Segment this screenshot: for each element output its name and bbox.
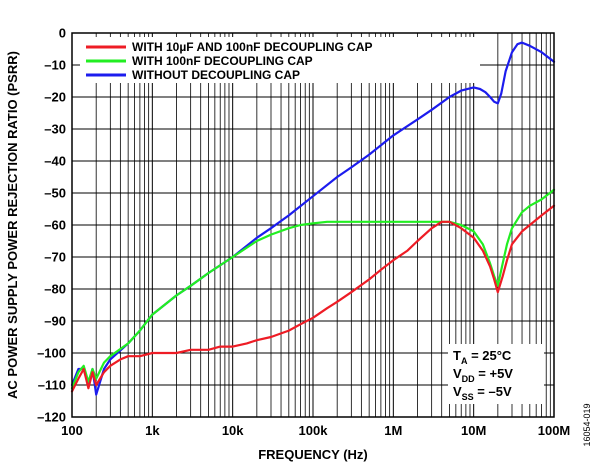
y-tick-label: –80 xyxy=(44,282,66,297)
condition-ta: TA = 25°C xyxy=(453,348,512,366)
condition-vdd: VDD = +5V xyxy=(453,366,513,384)
x-axis-title: FREQUENCY (Hz) xyxy=(258,447,368,462)
series-group xyxy=(70,41,556,396)
legend-label-1: WITH 10µF AND 100nF DECOUPLING CAP xyxy=(132,40,373,54)
y-tick-label: –30 xyxy=(44,122,66,137)
y-tick-labels: 0 –10 –20 –30 –40 –50 –60 –70 –80 –90 –100 –110 –120 xyxy=(37,26,66,425)
y-tick-label: –60 xyxy=(44,218,66,233)
y-tick-label: –70 xyxy=(44,250,66,265)
y-tick-label: –20 xyxy=(44,90,66,105)
conditions-box: TA = 25°C VDD = +5V VSS = –5V xyxy=(448,344,544,404)
y-tick-label: –110 xyxy=(38,378,66,393)
y-tick-label: –90 xyxy=(44,314,66,329)
y-tick-label: –40 xyxy=(44,154,66,169)
y-tick-label: –50 xyxy=(44,186,66,201)
x-tick-label: 100 xyxy=(61,423,83,438)
legend-background xyxy=(80,37,480,83)
x-tick-labels: 100 1k 10k 100k 1M 10M 100M xyxy=(61,423,570,438)
y-tick-label: –120 xyxy=(37,410,66,425)
figure-id: 16054-019 xyxy=(582,403,592,446)
legend-label-3: WITH­OUT DECOUPLING CAP xyxy=(132,68,300,82)
x-tick-label: 1k xyxy=(145,423,160,438)
x-tick-label: 100M xyxy=(538,423,571,438)
y-tick-label: 0 xyxy=(59,26,66,41)
y-axis-title: AC POWER SUPPLY POWER REJECTION RATIO (P… xyxy=(5,51,20,399)
conditions-background xyxy=(448,344,544,404)
x-tick-label: 10M xyxy=(461,423,486,438)
x-tick-label: 100k xyxy=(299,423,329,438)
condition-vss: VSS = –5V xyxy=(453,384,512,402)
legend-label-2: WITH 100nF DECOUPLING CAP xyxy=(132,54,313,68)
y-tick-label: –10 xyxy=(44,58,66,73)
series-line-2 xyxy=(70,188,556,390)
plot-frame xyxy=(71,32,555,418)
series-line-3 xyxy=(70,41,556,396)
y-tick-label: –100 xyxy=(37,346,66,361)
x-tick-label: 10k xyxy=(222,423,244,438)
series-line-1 xyxy=(70,204,556,393)
legend: WITH 10µF AND 100nF DECOUPLING CAP WITH … xyxy=(80,37,480,83)
x-tick-label: 1M xyxy=(384,423,402,438)
